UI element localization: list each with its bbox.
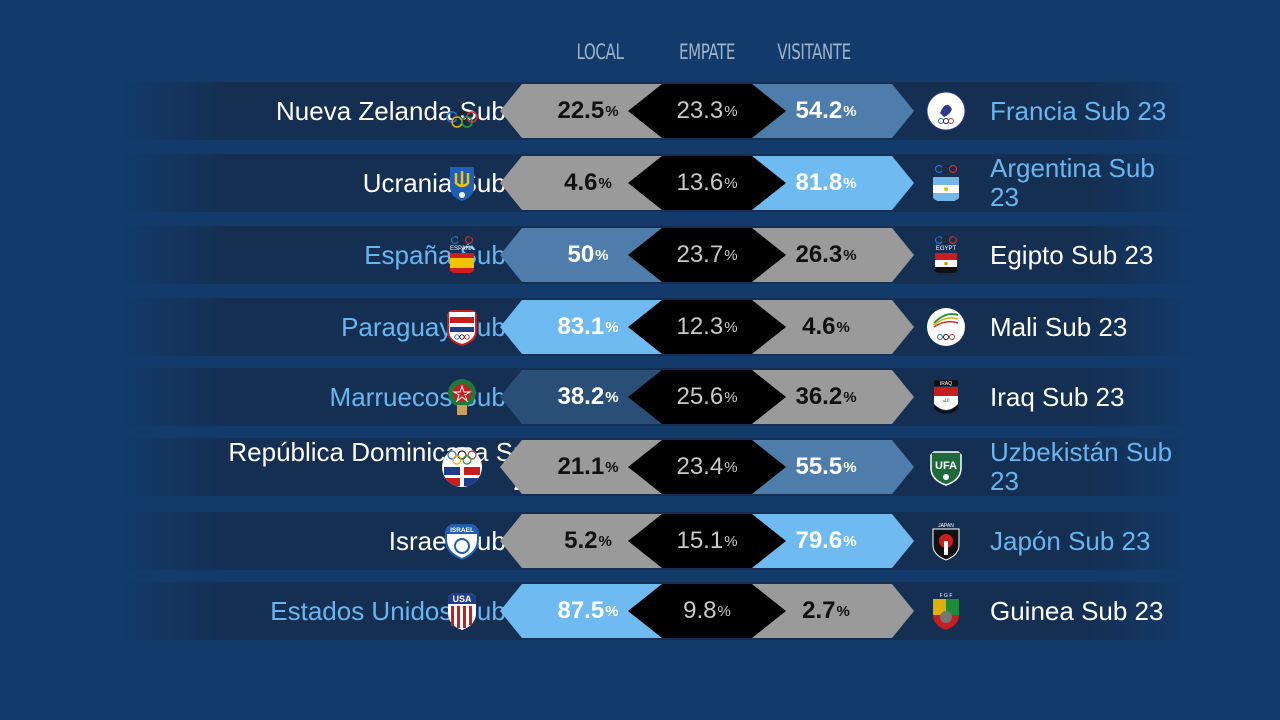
- paraguay-crest-icon: [442, 307, 482, 347]
- header-local: LOCAL: [576, 40, 624, 64]
- match-row: Nueva Zelanda Sub 23 NZ 22.5% 23.3% 54.2…: [118, 82, 1198, 140]
- morocco-crest-icon: [442, 377, 482, 417]
- probability-bar: 4.6% 13.6% 81.8%: [500, 154, 914, 212]
- away-team-name: Iraq Sub 23: [990, 381, 1125, 412]
- local-team-name: Israel Sub 23: [388, 525, 542, 556]
- local-team-name: Ucrania Sub 23: [362, 167, 542, 198]
- svg-text:UFA: UFA: [935, 460, 957, 472]
- draw-probability: 23.4%: [628, 440, 786, 494]
- japan-crest-icon: JAPAN: [926, 521, 966, 561]
- match-row: Israel Sub 23 ISRAEL 5.2% 15.1% 79.6% JA…: [118, 512, 1198, 570]
- probability-bar: 38.2% 25.6% 36.2%: [500, 368, 914, 426]
- away-win-probability: 26.3%: [752, 228, 914, 282]
- away-team-name: Japón Sub 23: [990, 525, 1151, 556]
- usa-crest-icon: USA: [442, 591, 482, 631]
- mali-olympic-icon: [926, 307, 966, 347]
- probability-bar: 83.1% 12.3% 4.6%: [500, 298, 914, 356]
- local-team-name: Estados Unidos Sub 23: [270, 595, 542, 626]
- svg-text:ISRAEL: ISRAEL: [450, 527, 474, 534]
- israel-crest-icon: ISRAEL: [442, 521, 482, 561]
- spain-flag-icon: ESPAÑA: [442, 235, 482, 275]
- ufa-crest-icon: UFA: [926, 447, 966, 487]
- svg-text:F G F: F G F: [940, 593, 953, 599]
- svg-text:الله: الله: [942, 398, 949, 404]
- probability-bar: 5.2% 15.1% 79.6%: [500, 512, 914, 570]
- guinea-crest-icon: F G F: [926, 591, 966, 631]
- local-team-name: Nueva Zelanda Sub 23: [276, 95, 542, 126]
- draw-probability: 9.8%: [628, 584, 786, 638]
- match-row: Ucrania Sub 23 4.6% 13.6% 81.8% Argentin…: [118, 154, 1198, 212]
- local-team-name: Paraguay Sub 23: [341, 311, 542, 342]
- probability-bar: 50% 23.7% 26.3%: [500, 226, 914, 284]
- local-team-name: España Sub 23: [364, 239, 542, 270]
- probability-bar: 21.1% 23.4% 55.5%: [500, 438, 914, 496]
- dominican-flag-icon: [442, 447, 482, 487]
- match-row: Marruecos Sub 23 38.2% 25.6% 36.2% IRAQ ا…: [118, 368, 1198, 426]
- away-team-name: Mali Sub 23: [990, 311, 1128, 342]
- rooster-crest-icon: [926, 91, 966, 131]
- argentina-flag-icon: [926, 163, 966, 203]
- iraq-flag-icon: IRAQ الله: [926, 377, 966, 417]
- svg-text:ESPAÑA: ESPAÑA: [450, 245, 474, 252]
- header-away: VISITANTE: [777, 40, 851, 64]
- local-win-probability: 5.2%: [500, 514, 662, 568]
- away-team-name: Egipto Sub 23: [990, 239, 1154, 270]
- away-win-probability: 4.6%: [752, 300, 914, 354]
- svg-text:USA: USA: [452, 594, 472, 604]
- away-team-name: Argentina Sub 23: [990, 153, 1155, 212]
- match-row: República Dominicana Sub 23 21.1% 23.4% …: [118, 438, 1198, 496]
- svg-text:EGYPT: EGYPT: [936, 246, 957, 252]
- match-row: Paraguay Sub 23 83.1% 12.3% 4.6% Mali Su…: [118, 298, 1198, 356]
- draw-probability: 23.3%: [628, 84, 786, 138]
- away-win-probability: 81.8%: [752, 156, 914, 210]
- svg-text:NZ: NZ: [458, 99, 466, 105]
- away-team-name: Guinea Sub 23: [990, 595, 1164, 626]
- trident-crest-icon: [442, 163, 482, 203]
- draw-probability: 23.7%: [628, 228, 786, 282]
- egypt-flag-icon: EGYPT: [926, 235, 966, 275]
- local-team-name: República Dominicana Sub 23: [228, 437, 542, 496]
- svg-text:IRAQ: IRAQ: [940, 381, 952, 387]
- away-team-name: Francia Sub 23: [990, 95, 1167, 126]
- local-team-name: Marruecos Sub 23: [329, 381, 542, 412]
- away-team-name: Uzbekistán Sub 23: [990, 437, 1173, 496]
- probability-bar: 87.5% 9.8% 2.7%: [500, 582, 914, 640]
- olympic-rings-icon: NZ: [442, 91, 482, 131]
- match-row: España Sub 23 ESPAÑA 50% 23.7% 26.3% EGY…: [118, 226, 1198, 284]
- draw-probability: 15.1%: [628, 514, 786, 568]
- draw-probability: 13.6%: [628, 156, 786, 210]
- probability-bar: 22.5% 23.3% 54.2%: [500, 82, 914, 140]
- column-headers: LOCAL EMPATE VISITANTE: [0, 40, 1280, 74]
- draw-probability: 12.3%: [628, 300, 786, 354]
- svg-text:JAPAN: JAPAN: [938, 523, 954, 529]
- draw-probability: 25.6%: [628, 370, 786, 424]
- match-row: Estados Unidos Sub 23 USA 87.5% 9.8% 2.7…: [118, 582, 1198, 640]
- header-draw: EMPATE: [678, 40, 736, 64]
